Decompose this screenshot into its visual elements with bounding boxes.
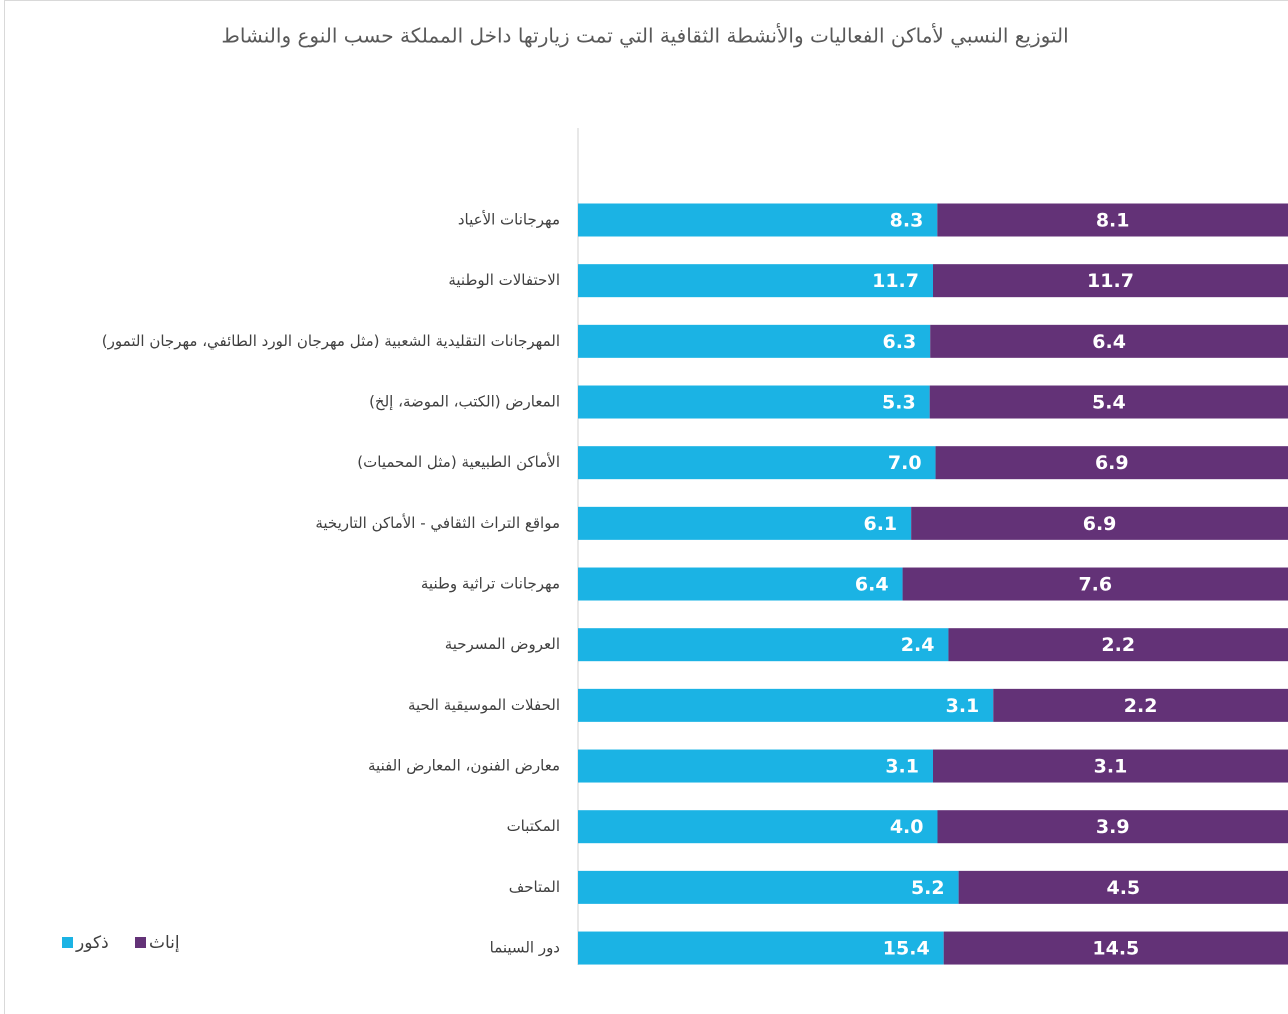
bar-segment [929, 385, 1288, 419]
value-label: 2.2 [1124, 695, 1158, 717]
category-label: المعارض (الكتب، الموضة، إلخ) [369, 393, 560, 411]
value-label: 6.9 [1095, 452, 1129, 474]
bar-segment [930, 324, 1288, 358]
bar-segment [933, 264, 1288, 298]
legend-label: إناث [149, 933, 180, 953]
category-label: المكتبات [507, 817, 560, 835]
category-label: المتاحف [509, 878, 560, 896]
bar-segment [578, 446, 936, 480]
bar-segment [578, 385, 930, 419]
value-label: 4.5 [1106, 877, 1140, 899]
value-label: 5.2 [911, 877, 945, 899]
value-label: 7.6 [1078, 574, 1112, 596]
bar-segment [578, 324, 931, 358]
bar-segment [937, 203, 1288, 237]
bar-segment [578, 931, 944, 965]
bar-segment [911, 506, 1288, 540]
bar-segment [958, 870, 1288, 904]
bar-segment [578, 810, 938, 844]
value-label: 3.9 [1096, 816, 1130, 838]
value-label: 3.1 [885, 756, 919, 778]
category-label: الحفلات الموسيقية الحية [408, 696, 560, 714]
bar-segment [578, 749, 933, 783]
category-label: الأماكن الطبيعية (مثل المحميات) [357, 452, 560, 471]
category-label: العروض المسرحية [445, 635, 560, 653]
bar-segment [902, 567, 1288, 601]
value-label: 11.7 [1087, 270, 1134, 292]
value-label: 3.1 [946, 695, 980, 717]
value-label: 2.2 [1101, 634, 1135, 656]
bar-segment [948, 628, 1288, 662]
value-label: 6.4 [1092, 331, 1126, 353]
category-label: الاحتفالات الوطنية [448, 271, 560, 289]
value-label: 4.0 [890, 816, 924, 838]
category-label: مواقع التراث الثقافي - الأماكن التاريخية [315, 513, 560, 533]
legend-swatch [135, 937, 146, 948]
legend-swatch [62, 937, 73, 948]
legend-label: ذكور [75, 933, 109, 953]
category-label: دور السينما [490, 939, 560, 957]
value-label: 3.1 [1094, 756, 1128, 778]
bar-segment [993, 688, 1288, 722]
bar-segment [578, 506, 912, 540]
value-label: 11.7 [872, 270, 919, 292]
value-label: 7.0 [888, 452, 922, 474]
bar-segment [578, 264, 933, 298]
bar-segment [578, 688, 994, 722]
value-label: 15.4 [883, 938, 930, 960]
bar-segment [933, 749, 1288, 783]
value-label: 8.3 [890, 210, 924, 232]
value-label: 5.4 [1092, 392, 1126, 414]
bar-segment [578, 870, 959, 904]
category-label: مهرجانات الأعياد [458, 210, 560, 229]
bar-segment [935, 446, 1288, 480]
category-label: معارض الفنون، المعارض الفنية [368, 757, 560, 775]
value-label: 6.3 [883, 331, 917, 353]
category-label: مهرجانات تراثية وطنية [421, 575, 560, 593]
category-label: المهرجانات التقليدية الشعبية (مثل مهرجان… [102, 332, 560, 351]
value-label: 6.9 [1083, 513, 1117, 535]
value-label: 8.1 [1096, 210, 1130, 232]
bar-segment [578, 567, 903, 601]
value-label: 6.1 [863, 513, 897, 535]
value-label: 2.4 [901, 634, 935, 656]
bar-segment [943, 931, 1288, 965]
bar-segment [578, 628, 949, 662]
value-label: 14.5 [1092, 938, 1139, 960]
bar-segment [578, 203, 938, 237]
value-label: 5.3 [882, 392, 916, 414]
value-label: 6.4 [855, 574, 889, 596]
chart-title: التوزيع النسبي لأماكن الفعاليات والأنشطة… [221, 24, 1068, 49]
bar-segment [937, 810, 1288, 844]
